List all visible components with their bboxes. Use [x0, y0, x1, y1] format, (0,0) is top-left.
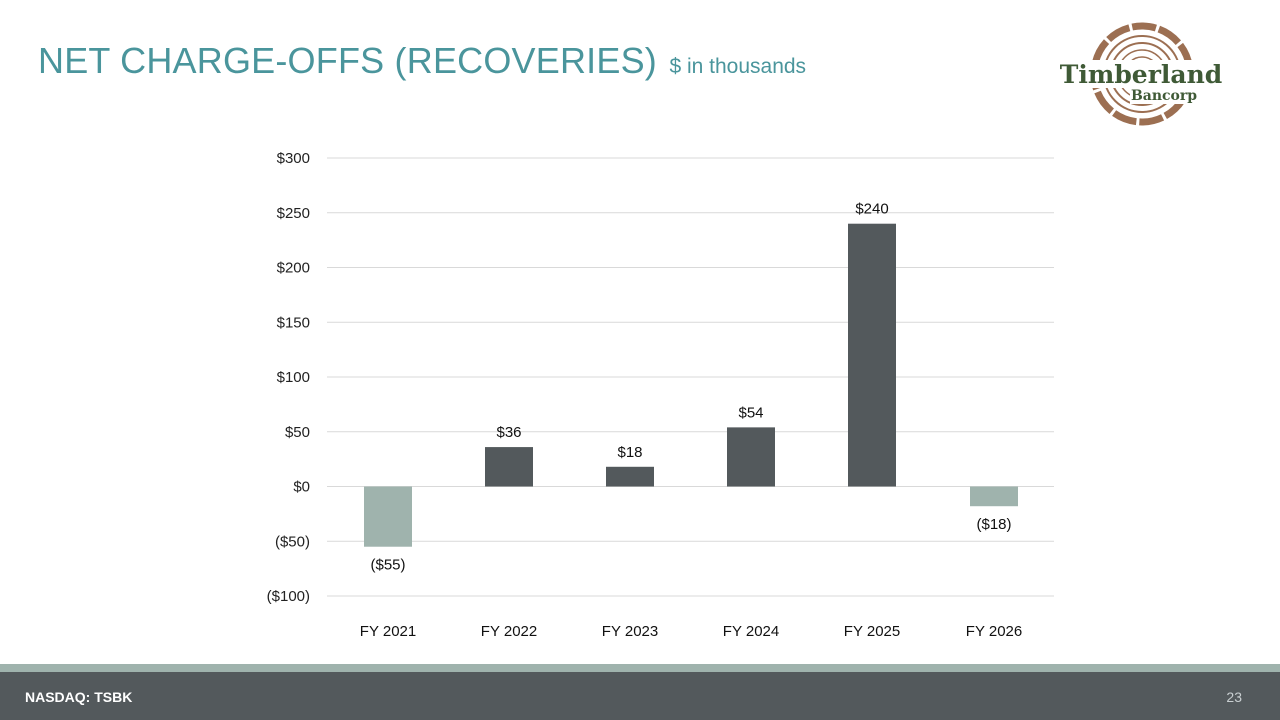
- x-axis-labels: FY 2021 FY 2022 FY 2023 FY 2024 FY 2025 FY 20…: [360, 623, 1022, 640]
- y-tick-label: $150: [277, 314, 310, 331]
- data-label: $54: [738, 404, 763, 421]
- y-tick-label: ($100): [267, 588, 310, 605]
- y-tick-label: $250: [277, 205, 310, 222]
- bar: [364, 486, 412, 547]
- grid-lines: [327, 157, 1054, 597]
- footer-bar: NASDAQ: TSBK 23: [0, 672, 1280, 720]
- bar: [485, 447, 533, 487]
- x-tick-label: FY 2021: [360, 623, 416, 640]
- data-labels: ($55) $36 $18 $54 $240 ($18): [370, 201, 1011, 574]
- data-label: ($18): [976, 516, 1011, 533]
- x-tick-label: FY 2025: [844, 623, 900, 640]
- y-tick-label: $0: [293, 479, 310, 496]
- ticker-label: NASDAQ: TSBK: [25, 689, 133, 705]
- x-tick-label: FY 2023: [602, 623, 658, 640]
- chart-subtitle: $ in thousands: [669, 55, 807, 78]
- y-tick-label: ($50): [275, 533, 310, 550]
- bars: [364, 223, 1018, 547]
- data-label: $18: [617, 444, 642, 461]
- bar: [970, 486, 1018, 507]
- page-title: NET CHARGE-OFFS (RECOVERIES) $ in thousa…: [38, 40, 806, 82]
- chart-title: NET CHARGE-OFFS (RECOVERIES): [38, 40, 657, 81]
- bar: [848, 223, 896, 487]
- x-tick-label: FY 2024: [723, 623, 779, 640]
- timberland-logo: Timberland Bancorp: [1058, 22, 1226, 126]
- y-tick-label: $300: [277, 150, 310, 167]
- y-tick-label: $50: [285, 424, 310, 441]
- x-tick-label: FY 2026: [966, 623, 1022, 640]
- y-axis-labels: $300 $250 $200 $150 $100 $50 $0 ($50) ($100): [267, 150, 310, 605]
- y-tick-label: $100: [277, 369, 310, 386]
- footer-stripe: [0, 664, 1280, 672]
- data-label: ($55): [370, 557, 405, 574]
- bar: [727, 427, 775, 487]
- x-tick-label: FY 2022: [481, 623, 537, 640]
- data-label: $36: [496, 424, 521, 441]
- page-number: 23: [1226, 689, 1242, 705]
- y-tick-label: $200: [277, 260, 310, 277]
- data-label: $240: [855, 201, 888, 218]
- logo-wordmark: Timberland: [1060, 60, 1222, 89]
- bar: [606, 466, 654, 487]
- logo-subtext: Bancorp: [1131, 88, 1197, 104]
